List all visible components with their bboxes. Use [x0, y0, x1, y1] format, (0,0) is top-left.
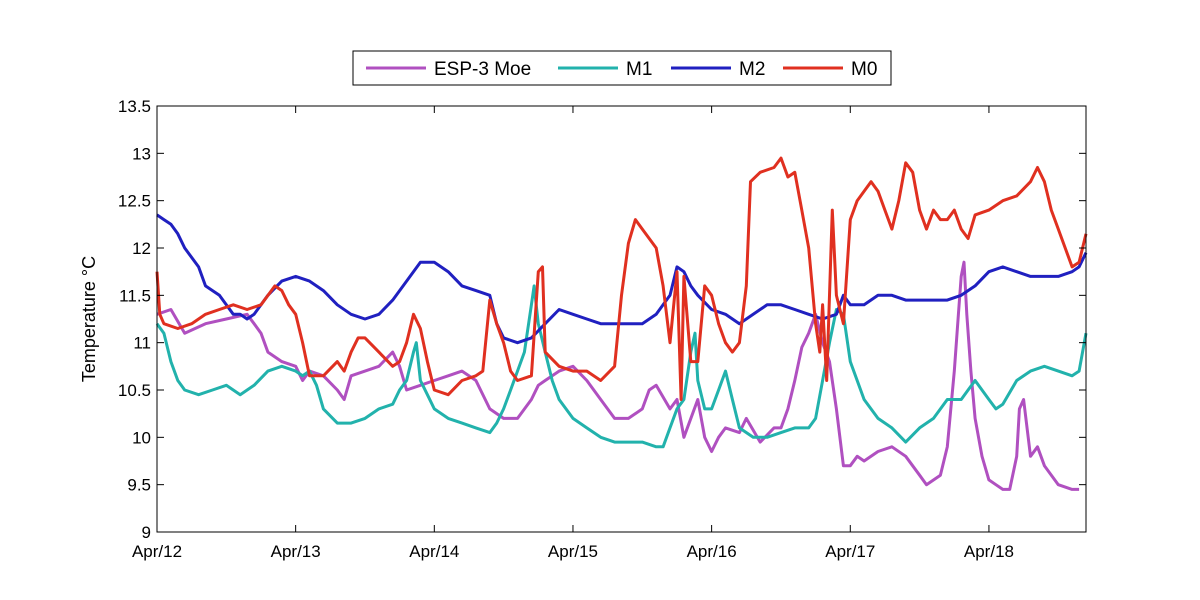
y-tick-label: 11 [133, 334, 151, 353]
x-tick-label: Apr/18 [964, 542, 1014, 561]
y-tick-label: 11.5 [119, 286, 151, 305]
x-tick-label: Apr/16 [687, 542, 737, 561]
y-tick-label: 10 [132, 428, 151, 447]
legend-label-3: M0 [851, 59, 877, 80]
x-tick-label: Apr/14 [409, 542, 459, 561]
y-tick-label: 12 [132, 239, 151, 258]
x-tick-label: Apr/15 [548, 542, 598, 561]
x-tick-label: Apr/12 [132, 542, 182, 561]
legend: ESP-3 Moe M1 M2 M0 [352, 50, 892, 86]
plot-frame [156, 105, 1087, 533]
legend-label-1: M1 [626, 59, 652, 80]
legend-label-2: M2 [739, 59, 765, 80]
y-tick-label: 13.5 [118, 97, 151, 116]
x-tick-label: Apr/13 [271, 542, 321, 561]
plot-area [157, 106, 1086, 532]
series-lines [155, 156, 1088, 491]
x-tick-label: Apr/17 [825, 542, 875, 561]
series-line-3 [155, 156, 1088, 401]
series-line-1 [155, 284, 1088, 449]
y-tick-label: 10.5 [118, 381, 151, 400]
series-line-2 [156, 213, 1088, 345]
series-line-0 [156, 260, 1080, 491]
y-tick-label: 13 [132, 144, 151, 163]
y-tick-label: 9.5 [127, 476, 151, 495]
y-tick-label: 12.5 [118, 192, 151, 211]
y-axis-label: Temperature °C [79, 256, 99, 382]
y-tick-label: 9 [142, 523, 151, 542]
legend-label-0: ESP-3 Moe [434, 59, 531, 80]
axes: 9 9.5 10 10.5 11 11.5 12 12.5 13 13.5 Apr/12 Apr/13… [118, 97, 1086, 561]
